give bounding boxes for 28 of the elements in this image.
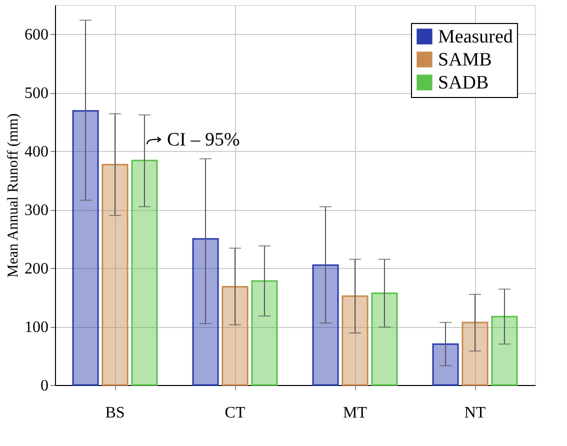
legend-label: Measured [438, 26, 514, 48]
y-tick-label: 0 [40, 378, 48, 394]
y-tick-label: 200 [24, 260, 48, 278]
legend-label: SADB [438, 72, 489, 94]
x-tick-label: NT [464, 404, 486, 422]
y-tick-label: 400 [24, 144, 48, 161]
bar [491, 316, 518, 386]
bar [371, 292, 398, 386]
y-tick-label: 500 [24, 85, 48, 102]
bar [342, 295, 368, 386]
x-tick-label: CT [224, 404, 246, 422]
y-tick-label: 300 [24, 202, 48, 220]
x-tick-label: MT [343, 404, 368, 422]
annotation: CI – 95% [167, 129, 240, 150]
bar [102, 164, 128, 386]
bar [432, 343, 459, 386]
y-tick-label: 100 [24, 319, 48, 336]
y-tick-label: 600 [24, 26, 48, 44]
bar [312, 264, 339, 386]
bar [462, 322, 488, 386]
x-tick-label: BS [105, 404, 125, 422]
bar [251, 280, 278, 386]
bar [192, 238, 219, 386]
bar [222, 286, 248, 386]
bar [131, 160, 158, 386]
legend-label: SAMB [438, 50, 492, 70]
y-axis-title: Mean Annual Runoff (mm) [6, 113, 22, 278]
bar [72, 110, 99, 386]
